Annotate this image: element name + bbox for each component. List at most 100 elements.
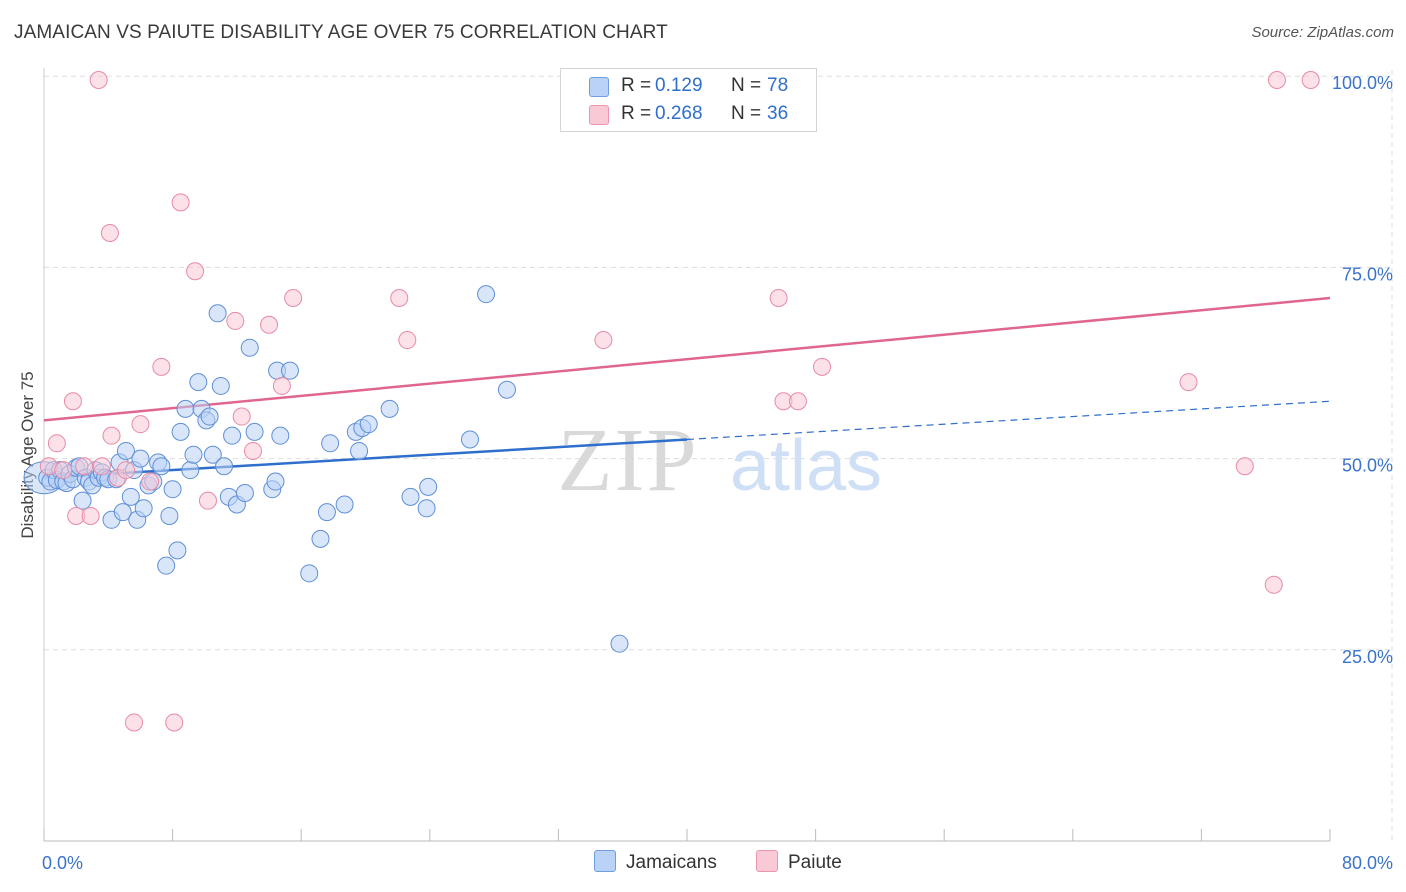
data-point-paiute xyxy=(1267,71,1286,89)
data-point-jamaicans xyxy=(208,304,227,323)
data-point-paiute xyxy=(89,71,108,89)
data-point-jamaicans xyxy=(321,434,340,453)
source-credit: Source: ZipAtlas.com xyxy=(1251,24,1394,41)
data-point-paiute xyxy=(769,288,788,307)
x-tick-label: 80.0% xyxy=(1342,853,1393,873)
data-point-jamaicans xyxy=(163,480,182,499)
data-point-jamaicans xyxy=(235,484,254,503)
data-point-paiute xyxy=(398,331,417,350)
legend-r-label: R = xyxy=(621,103,652,124)
data-point-jamaicans xyxy=(311,529,330,548)
data-point-jamaicans xyxy=(171,422,190,441)
data-point-paiute xyxy=(226,311,245,330)
gridlines xyxy=(44,70,1393,841)
data-point-jamaicans xyxy=(271,426,290,445)
data-point-jamaicans xyxy=(176,399,195,418)
data-point-jamaicans xyxy=(152,457,171,476)
data-point-jamaicans xyxy=(181,461,200,480)
y-tick-label: 100.0% xyxy=(1332,73,1393,93)
stats-legend: R = 0.129 N = 78 R = 0.268 N = 36 xyxy=(560,68,817,132)
data-point-paiute xyxy=(1264,575,1283,594)
data-point-paiute xyxy=(390,288,409,307)
data-point-paiute xyxy=(284,288,303,307)
data-point-jamaicans xyxy=(73,491,92,510)
data-point-jamaicans xyxy=(300,564,319,583)
data-point-jamaicans xyxy=(215,457,234,476)
data-point-jamaicans xyxy=(240,338,259,357)
trend-line-paiute xyxy=(43,296,1331,422)
legend-swatch-paiute xyxy=(756,850,778,872)
data-point-paiute xyxy=(125,713,144,732)
data-point-paiute xyxy=(75,457,94,476)
data-point-jamaicans xyxy=(245,422,264,441)
legend-r-label: R = xyxy=(621,75,652,96)
data-point-jamaicans xyxy=(157,556,176,575)
data-point-paiute xyxy=(116,461,135,480)
data-point-jamaicans xyxy=(477,285,496,304)
data-point-jamaicans xyxy=(184,445,203,464)
data-point-paiute xyxy=(100,223,119,242)
legend-n-value-jamaicans: 78 xyxy=(767,75,789,96)
data-point-paiute xyxy=(141,472,160,491)
data-point-paiute xyxy=(152,357,171,376)
chart-title: JAMAICAN VS PAIUTE DISABILITY AGE OVER 7… xyxy=(14,22,668,43)
legend-r-value-paiute: 0.268 xyxy=(655,103,703,124)
legend-label-jamaicans: Jamaicans xyxy=(626,852,717,873)
data-point-paiute xyxy=(1179,373,1198,392)
watermark-zip: ZIP xyxy=(558,411,699,510)
x-tick-label: 0.0% xyxy=(42,853,83,873)
data-point-paiute xyxy=(81,506,100,525)
watermark: ZIP atlas xyxy=(558,411,883,510)
data-point-paiute xyxy=(102,426,121,445)
data-point-paiute xyxy=(171,193,190,212)
data-point-paiute xyxy=(92,457,111,476)
data-point-jamaicans xyxy=(350,441,369,460)
data-point-jamaicans xyxy=(610,634,629,653)
legend-n-value-paiute: 36 xyxy=(767,103,789,124)
data-point-jamaicans xyxy=(131,449,150,468)
data-point-paiute xyxy=(63,392,82,411)
legend-r-value-jamaicans: 0.129 xyxy=(655,75,703,96)
data-point-jamaicans xyxy=(168,541,187,560)
data-point-jamaicans xyxy=(335,495,354,514)
data-point-jamaicans xyxy=(419,477,438,496)
data-point-paiute xyxy=(198,491,217,510)
data-point-jamaicans xyxy=(317,503,336,522)
data-point-paiute xyxy=(788,392,807,411)
data-point-paiute xyxy=(260,315,279,334)
legend-swatch-paiute xyxy=(589,105,609,125)
data-point-paiute xyxy=(232,407,251,426)
data-point-paiute xyxy=(47,434,66,453)
legend-item-paiute: Paiute xyxy=(756,850,842,876)
data-point-jamaicans xyxy=(401,487,420,506)
data-point-paiute xyxy=(131,415,150,434)
data-point-jamaicans xyxy=(380,399,399,418)
data-point-jamaicans xyxy=(116,441,135,460)
data-point-paiute xyxy=(1235,457,1254,476)
data-point-jamaicans xyxy=(266,472,285,491)
legend-swatch-jamaicans xyxy=(594,850,616,872)
data-point-paiute xyxy=(54,461,73,480)
data-point-jamaicans xyxy=(200,407,219,426)
data-point-jamaicans xyxy=(359,415,378,434)
data-point-paiute xyxy=(243,441,262,460)
y-tick-label: 25.0% xyxy=(1342,647,1393,667)
data-point-jamaicans xyxy=(460,430,479,449)
legend-n-label: N = xyxy=(731,75,762,96)
data-point-jamaicans xyxy=(189,373,208,392)
data-point-paiute xyxy=(165,713,184,732)
data-point-paiute xyxy=(594,331,613,350)
legend-label-paiute: Paiute xyxy=(788,852,842,873)
data-point-jamaicans xyxy=(280,361,299,380)
data-point-jamaicans xyxy=(134,499,153,518)
data-point-paiute xyxy=(186,262,205,281)
jamaicans-points xyxy=(23,285,629,653)
data-point-paiute xyxy=(813,357,832,376)
trend-lines xyxy=(43,296,1331,479)
data-point-jamaicans xyxy=(223,426,242,445)
data-point-jamaicans xyxy=(211,376,230,395)
data-point-jamaicans xyxy=(497,380,516,399)
y-tick-label: 50.0% xyxy=(1342,456,1393,476)
data-point-jamaicans xyxy=(160,506,179,525)
watermark-atlas: atlas xyxy=(730,426,882,506)
